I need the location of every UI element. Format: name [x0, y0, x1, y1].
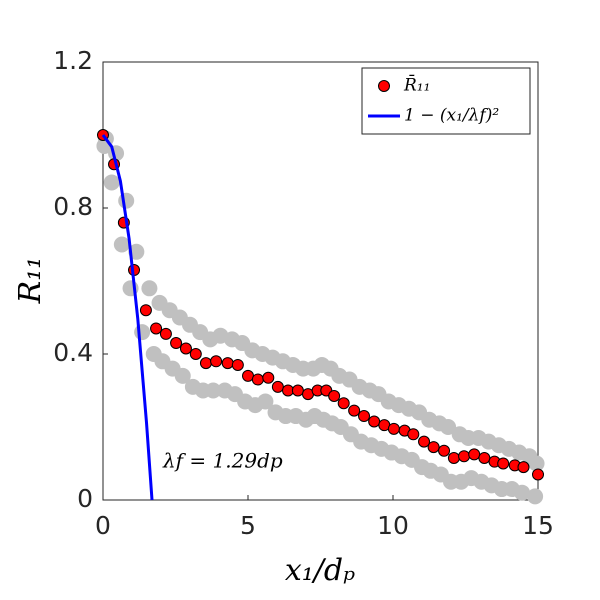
- y-tick-label: 0: [77, 484, 93, 513]
- y-tick-label: 1.2: [53, 46, 93, 75]
- annotation: λf = 1.29dp: [162, 449, 283, 473]
- x-axis-label: x₁/dₚ: [285, 553, 355, 588]
- mean-point: [358, 410, 370, 423]
- mean-point: [242, 369, 254, 382]
- fit-line: [101, 134, 154, 501]
- mean-point: [337, 397, 350, 410]
- mean-point: [159, 327, 172, 340]
- mean-point: [199, 357, 212, 370]
- y-tick-label: 0.4: [53, 338, 93, 367]
- sample-point: [205, 382, 222, 399]
- mean-point: [150, 322, 163, 335]
- legend-label: 1 − (x₁/λf)²: [404, 106, 499, 126]
- x-tick-label: 0: [95, 511, 111, 540]
- mean-point: [271, 380, 284, 393]
- mean-point: [348, 404, 361, 417]
- mean-point: [438, 444, 451, 457]
- legend-swatch: [378, 80, 390, 92]
- mean-point: [517, 461, 530, 474]
- sample-point: [174, 367, 191, 384]
- sample-point: [103, 174, 120, 191]
- legend-label: R̄₁₁: [403, 73, 430, 95]
- y-axis-label: R₁₁: [13, 257, 48, 305]
- mean-point: [179, 342, 192, 355]
- mean-point: [210, 355, 223, 368]
- sample-point: [440, 419, 457, 435]
- mean-point: [368, 415, 381, 428]
- sample-point: [118, 192, 135, 209]
- mean-point: [468, 448, 481, 461]
- mean-point: [251, 373, 264, 386]
- sample-point: [528, 455, 545, 472]
- mean-point: [447, 452, 460, 465]
- sample-point: [527, 488, 544, 505]
- legend-box: [361, 67, 531, 135]
- sample-point: [141, 280, 158, 297]
- y-tick-label: 0.8: [53, 192, 93, 221]
- mean-point: [497, 457, 510, 470]
- mean-point: [221, 357, 234, 370]
- sample-point: [514, 484, 531, 501]
- mean-point: [532, 468, 544, 481]
- mean-point: [139, 304, 152, 317]
- mean-point: [328, 389, 341, 402]
- mean-point: [458, 450, 471, 463]
- mean-point: [170, 337, 183, 350]
- mean-point: [282, 384, 295, 397]
- mean-point: [407, 428, 420, 441]
- mean-point: [262, 371, 275, 384]
- x-tick-label: 10: [377, 511, 409, 540]
- x-tick-label: 5: [240, 511, 256, 540]
- mean-point: [418, 435, 431, 448]
- mean-point: [189, 348, 202, 360]
- mean-point: [231, 358, 244, 371]
- sample-point: [113, 236, 130, 253]
- sample-point: [257, 393, 274, 410]
- x-tick-label: 15: [522, 511, 554, 540]
- mean-point: [291, 384, 304, 397]
- mean-point: [427, 441, 440, 454]
- mean-point: [478, 452, 491, 465]
- mean-point: [387, 422, 400, 435]
- sample-point: [134, 324, 151, 341]
